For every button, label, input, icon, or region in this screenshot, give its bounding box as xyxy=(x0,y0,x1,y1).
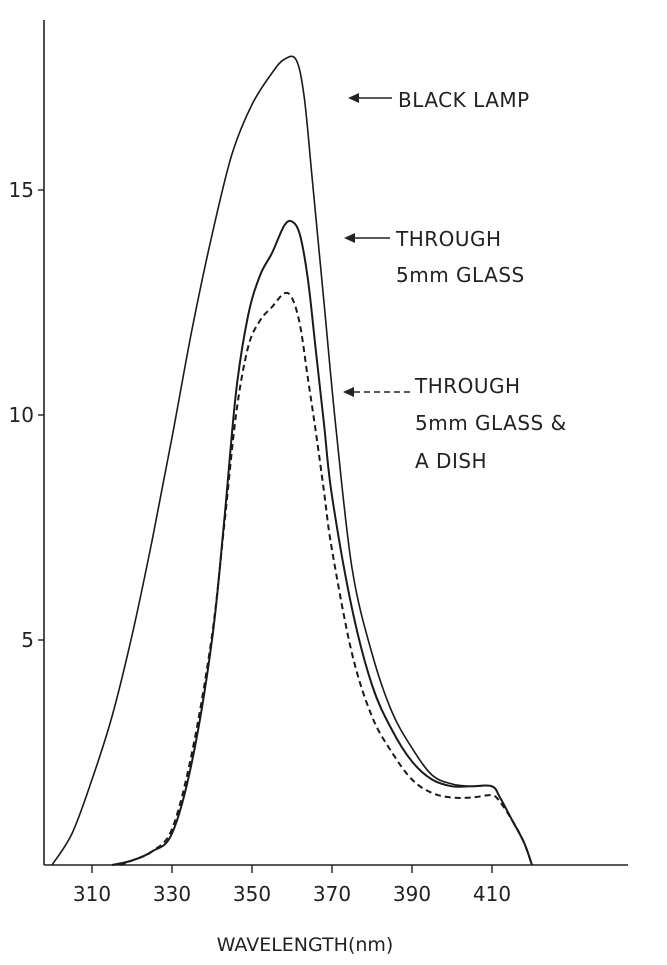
arrow-head-icon xyxy=(344,233,355,243)
annotation-text: BLACK LAMP xyxy=(398,88,530,112)
annotation-text: THROUGH xyxy=(414,374,521,398)
annotation-text: 5mm GLASS xyxy=(396,263,525,287)
y-tick-label: 15 xyxy=(9,178,34,202)
arrow-head-icon xyxy=(343,387,354,397)
series-layer xyxy=(51,55,533,866)
axes: 310 330 350 370 390 410 5 10 15 xyxy=(9,20,628,906)
x-axis-label: WAVELENGTH(nm) xyxy=(217,934,394,956)
annotation-black-lamp: BLACK LAMP xyxy=(348,88,530,112)
x-tick-label: 390 xyxy=(393,882,431,906)
annotations: BLACK LAMP THROUGH 5mm GLASS THROUGH 5mm GLA… xyxy=(343,88,567,473)
x-tick-label: 370 xyxy=(313,882,351,906)
y-tick-label: 10 xyxy=(9,403,34,427)
annotation-through-glass: THROUGH 5mm GLASS xyxy=(344,227,525,287)
annotation-through-glass-dish: THROUGH 5mm GLASS & A DISH xyxy=(343,374,567,473)
x-tick-label: 330 xyxy=(153,882,191,906)
through-glass-line xyxy=(111,219,533,866)
arrow-head-icon xyxy=(348,93,359,103)
annotation-text: THROUGH xyxy=(395,227,502,251)
annotation-text: 5mm GLASS & xyxy=(415,411,567,435)
x-tick-label: 310 xyxy=(73,882,111,906)
x-tick-label: 410 xyxy=(473,882,511,906)
x-tick-label: 350 xyxy=(233,882,271,906)
annotation-text: A DISH xyxy=(415,449,487,473)
y-tick-label: 5 xyxy=(21,628,34,652)
